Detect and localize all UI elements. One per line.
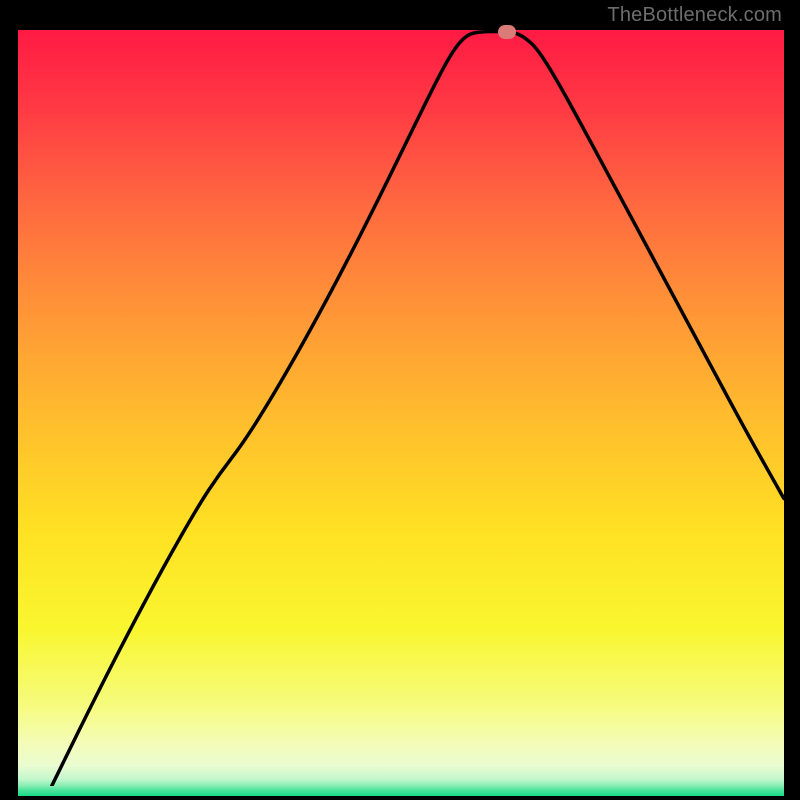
optimal-point-marker — [498, 25, 516, 39]
watermark-text: TheBottleneck.com — [607, 4, 782, 27]
plot-area — [18, 30, 784, 786]
bottleneck-curve — [18, 30, 784, 786]
